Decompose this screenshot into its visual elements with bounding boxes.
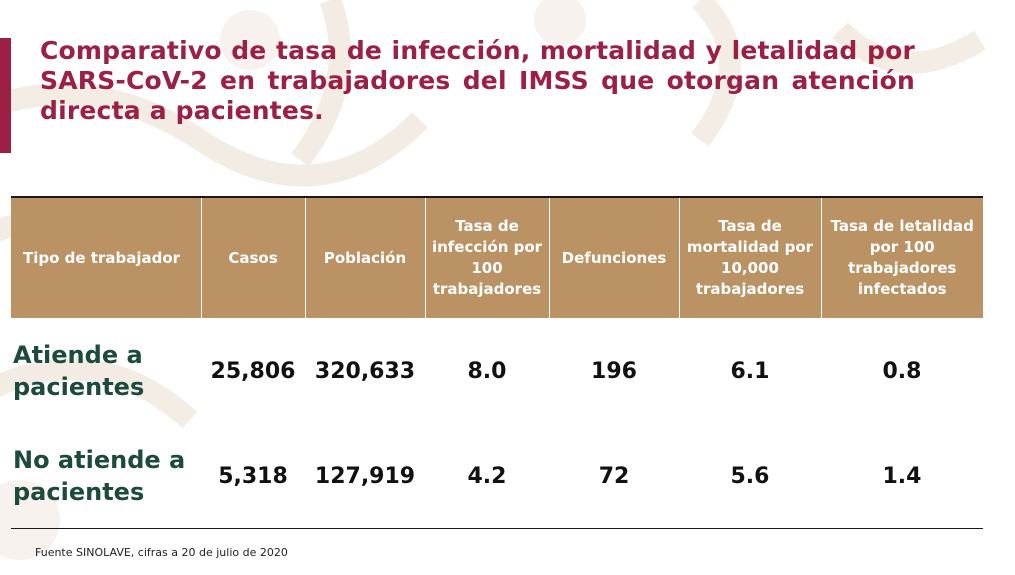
table-row: No atiende a pacientes 5,318 127,919 4.2… [11,424,983,529]
header-tasa-mortalidad: Tasa de mortalidad por 10,000 trabajador… [678,196,821,318]
row-label: No atiende a pacientes [11,424,201,529]
header-tasa-letalidad: Tasa de letalidad por 100 trabajadores i… [820,196,983,318]
cell-tasa-infeccion: 4.2 [425,424,549,529]
source-footnote: Fuente SINOLAVE, cifras a 20 de julio de… [35,546,288,559]
header-poblacion: Población [304,196,425,318]
header-tipo: Tipo de trabajador [11,196,201,318]
cell-tasa-mortalidad: 5.6 [679,424,821,529]
cell-tasa-letalidad: 1.4 [821,424,983,529]
accent-bar [0,38,11,153]
cell-casos: 25,806 [210,358,296,384]
header-tasa-infeccion: Tasa de infección por 100 trabajadores [424,196,549,318]
data-table: Tipo de trabajador Casos Población Tasa … [11,196,983,529]
header-defunciones: Defunciones [548,196,679,318]
cell-defunciones: 196 [591,358,637,384]
row-label: Atiende a pacientes [13,341,145,401]
header-row: Tipo de trabajador Casos Población Tasa … [11,196,983,318]
slide-title: Comparativo de tasa de infección, mortal… [40,36,915,125]
cell-casos: 5,318 [201,424,305,529]
cell-poblacion: 320,633 [314,358,416,384]
cell-defunciones: 72 [549,424,679,529]
cell-tasa-letalidad: 0.8 [882,358,922,384]
header-casos: Casos [200,196,305,318]
cell-tasa-infeccion: 8.0 [467,358,507,384]
cell-tasa-mortalidad: 6.1 [730,358,770,384]
cell-poblacion: 127,919 [305,424,425,529]
table-row: Atiende a pacientes 25,806 320,633 8.0 1… [11,318,983,424]
